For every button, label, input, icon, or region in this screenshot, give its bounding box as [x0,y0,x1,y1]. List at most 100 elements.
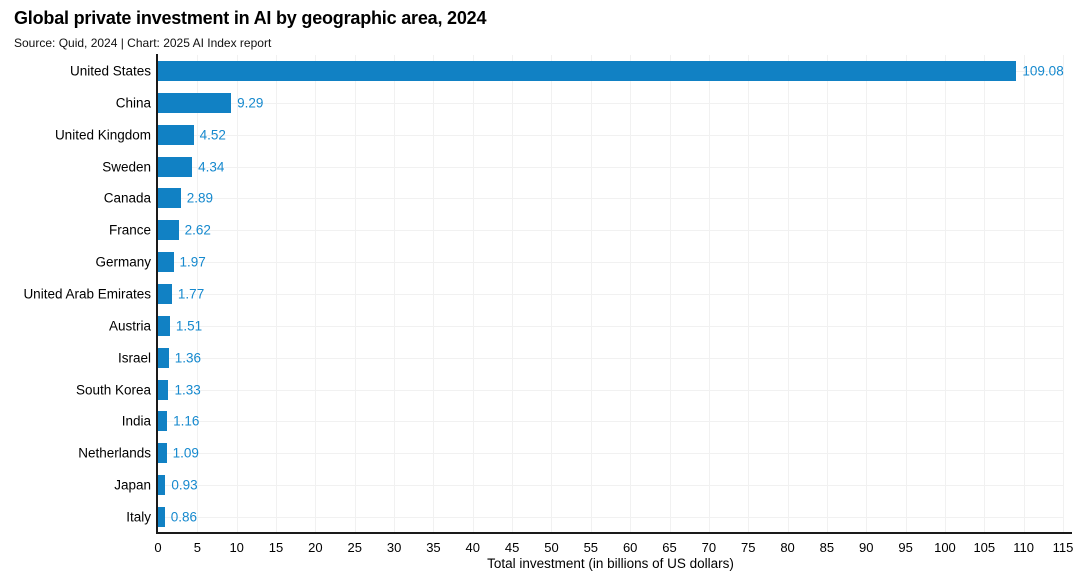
category-label: United Arab Emirates [23,286,151,302]
bar [158,379,169,400]
x-tick-label: 15 [268,540,284,555]
x-tick-label: 110 [1013,540,1035,555]
bar [158,507,165,528]
value-label: 1.97 [179,254,206,270]
value-label: 2.62 [184,222,211,238]
bar-row: Austria 1.51 [109,310,1063,342]
h-gridline [158,230,1063,232]
category-label: Italy [126,509,151,525]
x-tick-label: 45 [504,540,520,555]
value-label: 1.36 [174,350,201,366]
x-tick-label: 60 [622,540,638,555]
h-gridline [158,325,1063,327]
bar [158,92,232,113]
bar [158,60,1017,81]
x-tick-label: 10 [229,540,244,555]
value-label: 1.51 [175,318,203,334]
chart-source: Source: Quid, 2024 | Chart: 2025 AI Inde… [14,36,272,50]
bar [158,220,179,241]
h-gridline [158,294,1063,295]
value-label: 1.33 [174,382,201,398]
x-tick-label: 0 [154,540,162,555]
value-label: 0.93 [171,477,198,493]
bar [158,156,193,177]
h-gridline [158,421,1063,423]
category-label: Japan [114,477,151,493]
category-label: India [121,413,151,429]
v-gridline [1063,55,1064,533]
bar-row: China 9.29 [116,87,1063,119]
category-label: South Korea [75,382,151,398]
x-tick-label: 90 [859,540,874,555]
x-tick-label: 65 [662,540,677,555]
bar-row: Israel 1.36 [118,342,1063,374]
category-label: Austria [108,318,151,334]
value-label: 1.77 [177,286,205,302]
x-tick-label: 20 [308,540,323,555]
bar [158,347,169,368]
x-tick-label: 50 [544,540,559,555]
category-label: Canada [103,190,151,206]
bar [158,252,174,273]
category-label: Israel [117,350,151,366]
bar [158,443,167,464]
h-gridline [158,198,1063,200]
value-label: 0.86 [170,509,198,525]
value-label: 1.16 [173,413,200,429]
bar-row: United States 109.08 [70,55,1064,87]
bar-row: United Arab Emirates 1.77 [23,278,1063,310]
h-gridline [158,453,1063,455]
category-label: France [108,222,151,238]
category-label: Sweden [102,159,151,175]
x-tick-label: 30 [386,540,402,555]
x-tick-label: 40 [465,540,481,555]
value-label: 109.08 [1022,63,1064,79]
value-label: 2.89 [186,190,214,206]
x-tick-label: 80 [780,540,795,555]
bar [158,411,168,432]
category-label: Germany [95,254,151,270]
chart-title: Global private investment in AI by geogr… [14,8,487,28]
bar-row: Italy 0.86 [126,501,1063,533]
bar-rows: United States 109.08 China 9.29 United Kingd… [23,55,1064,533]
x-tick-label: 70 [701,540,717,555]
bar-row: India 1.16 [122,406,1063,438]
x-tick-label: 75 [740,540,756,555]
bar-row: Sweden 4.34 [102,151,1063,183]
x-tick-label: 55 [583,540,599,555]
bar-row: Japan 0.93 [114,469,1063,501]
x-tick-label: 100 [934,540,956,555]
h-gridline [158,389,1063,391]
x-tick-label: 25 [347,540,362,555]
x-tick-label: 35 [426,540,441,555]
x-tick-label: 95 [898,540,913,555]
h-gridline [158,102,1063,104]
h-gridline [158,262,1063,264]
x-axis-line [156,532,1072,534]
value-label: 4.52 [199,127,226,143]
bar-row: South Korea 1.33 [76,374,1063,406]
gridlines [158,55,1064,533]
h-gridline [158,134,1063,136]
h-gridline [158,517,1063,519]
x-tick-label: 5 [193,540,201,555]
x-tick-label: 115 [1052,540,1074,555]
y-axis-line [156,54,158,534]
category-label: Netherlands [78,445,151,461]
bar-row: Canada 2.89 [104,182,1063,214]
plot-area: United States 109.08 China 9.29 United Kingd… [23,54,1073,555]
category-label: China [115,95,151,111]
value-label: 4.34 [198,159,225,175]
bar-row: France 2.62 [109,214,1063,246]
bar-row: Germany 1.97 [95,246,1063,278]
category-label: United States [69,63,151,79]
x-tick-label: 105 [973,540,996,555]
h-gridline [158,357,1063,359]
bar [158,188,181,209]
bar-row: United Kingdom 4.52 [55,119,1063,151]
bar [158,124,194,145]
bar [158,315,170,336]
bar-row: Netherlands 1.09 [78,437,1063,469]
category-label: United Kingdom [54,127,151,143]
